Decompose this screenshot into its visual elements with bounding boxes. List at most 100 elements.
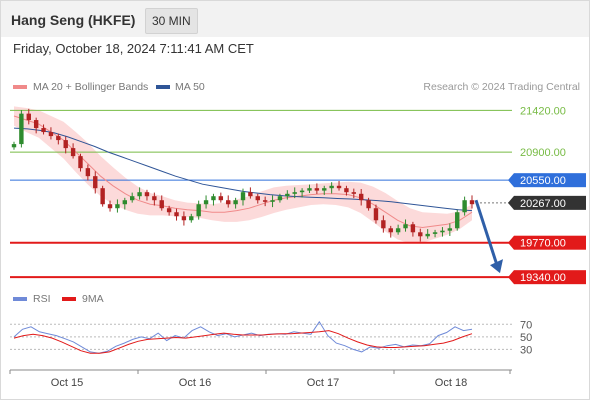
candle-body: [455, 212, 460, 229]
rsi-ma-line: [13, 330, 473, 354]
candle-body: [447, 228, 453, 231]
time-tick-label: Oct 18: [435, 377, 467, 389]
time-tick-label: Oct 16: [179, 377, 211, 389]
candle-body: [403, 224, 408, 229]
ma50-legend-swatch: [156, 85, 170, 89]
level-label-20267.00: 20267.00: [520, 198, 566, 210]
candle-body: [255, 196, 260, 201]
candle-body: [381, 220, 386, 229]
candle-body: [314, 188, 320, 191]
candle-body: [144, 192, 150, 197]
rsi-line: [13, 320, 473, 354]
instrument-title: Hang Seng (HKFE): [11, 12, 136, 28]
candle-body: [11, 144, 17, 148]
candle-body: [299, 190, 305, 193]
rsi-legend-swatch: [13, 297, 27, 301]
ma20-legend-swatch: [13, 85, 27, 89]
candlesticks: [11, 108, 475, 242]
ma20-line: [13, 115, 473, 229]
projection-arrow-head: [490, 259, 503, 274]
candle-body: [26, 113, 31, 121]
candle-body: [240, 192, 246, 201]
bollinger-bands: [14, 106, 472, 244]
candle-body: [336, 185, 342, 189]
rsi-ma-legend-swatch: [62, 297, 76, 301]
candle-body: [285, 193, 290, 197]
candle-body: [33, 120, 39, 129]
candle-body: [277, 196, 283, 201]
candle-body: [462, 200, 467, 213]
attribution-text: Research © 2024 Trading Central: [423, 81, 580, 93]
level-badge-pointer: [508, 173, 514, 188]
level-badge-19770.00: [514, 235, 586, 250]
candle-body: [469, 200, 475, 205]
level-badge-pointer: [508, 235, 514, 250]
candle-body: [152, 196, 157, 201]
candle-body: [373, 208, 379, 221]
candle-body: [129, 196, 135, 201]
price-level-labels: 21420.00 20900.00 20550.00 20267.00 19770.00…: [508, 105, 586, 285]
candle-body: [19, 113, 24, 145]
candle-body: [63, 140, 68, 149]
candle-body: [41, 128, 46, 133]
candle-body: [203, 200, 209, 205]
candle-body: [122, 200, 128, 205]
candle-body: [70, 148, 76, 157]
candle-body: [107, 204, 113, 209]
candle-body: [270, 200, 275, 202]
candle-body: [410, 224, 416, 233]
candle-body: [425, 233, 430, 237]
candle-body: [418, 232, 423, 237]
projection-arrow-shaft: [474, 199, 499, 266]
time-tick-label: Oct 15: [51, 377, 83, 389]
candle-body: [262, 200, 268, 202]
candle-body: [307, 188, 312, 191]
candle-body: [174, 212, 179, 217]
candle-body: [100, 188, 105, 205]
level-label-21420.00: 21420.00: [520, 105, 566, 117]
rsi-level-label-30: 30: [520, 344, 532, 356]
level-label-20900.00: 20900.00: [520, 147, 566, 159]
rsi-level-label-70: 70: [520, 319, 532, 331]
candle-body: [159, 200, 164, 209]
level-label-19340.00: 19340.00: [520, 272, 566, 284]
candle-body: [181, 216, 187, 221]
timeframe-selector[interactable]: 30 MIN: [145, 8, 198, 34]
ma20-legend-label: MA 20 + Bollinger Bands: [33, 81, 148, 93]
candle-body: [248, 192, 253, 197]
candle-body: [344, 188, 349, 193]
rsi-ma-legend-label: 9MA: [82, 293, 104, 305]
level-label-19770.00: 19770.00: [520, 238, 566, 250]
candle-body: [85, 168, 91, 177]
rsi-level-label-50: 50: [520, 332, 532, 344]
level-label-20550.00: 20550.00: [520, 175, 566, 187]
candle-body: [432, 232, 438, 234]
candle-body: [78, 156, 83, 169]
candle-body: [93, 176, 98, 189]
chart-datetime: Friday, October 18, 2024 7:11:41 AM CET: [13, 41, 254, 56]
time-axis-ticks: Oct 15 Oct 16 Oct 17 Oct 18: [9, 370, 511, 389]
level-badge-19340.00: [514, 270, 586, 285]
candle-body: [329, 185, 334, 189]
chart-header: Hang Seng (HKFE) 30 MIN: [1, 1, 589, 37]
candle-body: [115, 204, 120, 209]
candle-body: [166, 208, 172, 213]
candle-body: [56, 136, 61, 141]
candle-body: [358, 193, 364, 201]
candle-body: [137, 192, 142, 197]
candle-body: [322, 188, 327, 191]
candle-body: [292, 192, 297, 194]
bollinger-band-area: [14, 106, 472, 244]
level-badge-20267.00: [514, 195, 586, 210]
level-badge-pointer: [508, 195, 514, 210]
candle-body: [233, 200, 238, 205]
candle-body: [351, 192, 357, 194]
candle-body: [226, 200, 231, 205]
candle-body: [388, 228, 393, 233]
candle-body: [395, 228, 401, 233]
candle-body: [440, 230, 445, 233]
ma50-legend-label: MA 50: [175, 81, 205, 93]
level-badge-pointer: [508, 270, 514, 285]
